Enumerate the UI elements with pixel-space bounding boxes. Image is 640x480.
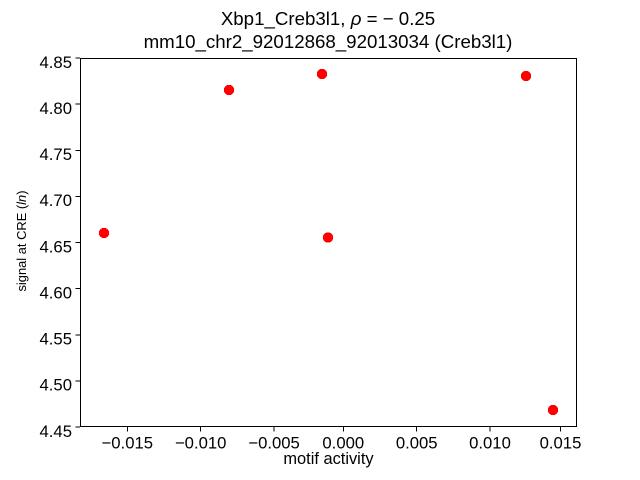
svg-text:4.60: 4.60: [40, 283, 72, 302]
svg-text:4.65: 4.65: [40, 237, 72, 256]
svg-text:4.85: 4.85: [40, 53, 72, 72]
svg-text:4.80: 4.80: [40, 99, 72, 118]
svg-text:4.45: 4.45: [40, 422, 72, 441]
svg-text:4.75: 4.75: [40, 145, 72, 164]
svg-text:0.015: 0.015: [540, 434, 582, 453]
svg-text:4.70: 4.70: [40, 191, 72, 210]
svg-text:0.010: 0.010: [469, 434, 511, 453]
svg-text:−0.005: −0.005: [248, 434, 300, 453]
svg-text:−0.010: −0.010: [175, 434, 227, 453]
svg-text:4.55: 4.55: [40, 330, 72, 349]
svg-text:0.000: 0.000: [322, 434, 364, 453]
svg-text:4.50: 4.50: [40, 376, 72, 395]
svg-text:0.005: 0.005: [396, 434, 438, 453]
svg-text:−0.015: −0.015: [102, 434, 154, 453]
